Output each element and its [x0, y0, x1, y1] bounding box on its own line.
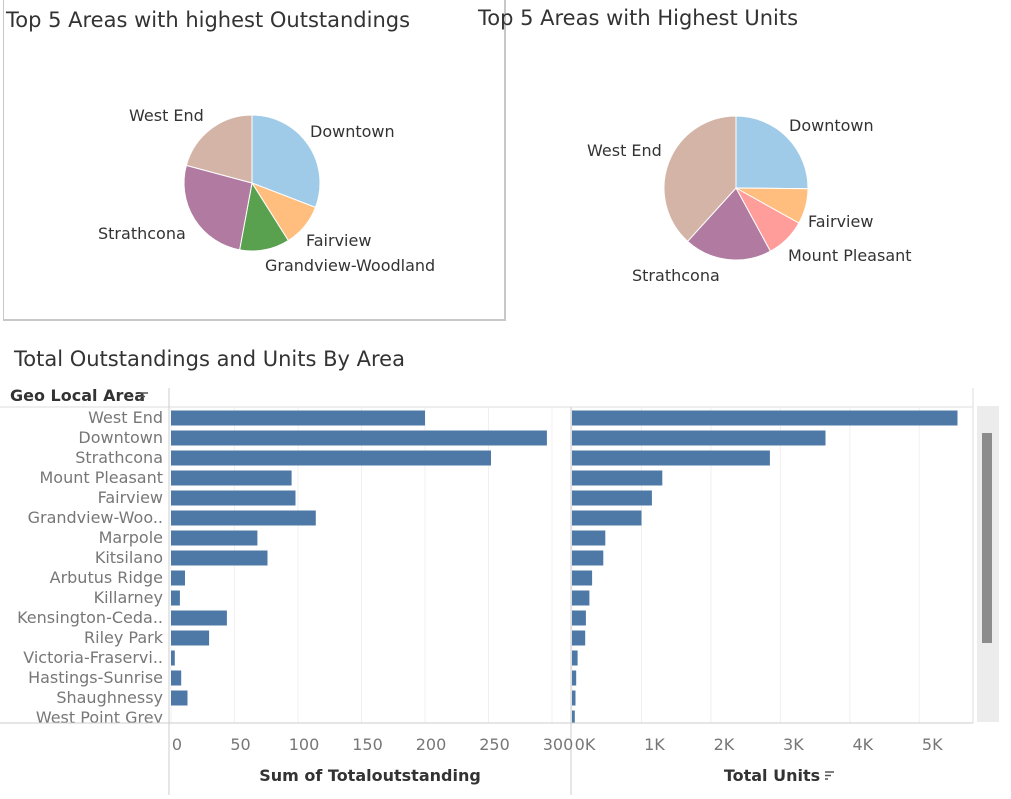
- tick-left-100: 100: [289, 735, 320, 754]
- bar-outstanding-hastings-sunrise[interactable]: [171, 670, 182, 686]
- category-label-kensington-ceda[interactable]: Kensington-Ceda..: [17, 608, 163, 627]
- category-label-shaughnessy[interactable]: Shaughnessy: [56, 688, 163, 707]
- category-label-marpole[interactable]: Marpole: [99, 528, 163, 547]
- pie-label-strathcona: Strathcona: [98, 224, 186, 243]
- bar-outstanding-arbutus-ridge[interactable]: [171, 570, 185, 586]
- pie-slice-strathcona[interactable]: [686, 187, 772, 261]
- bar-outstanding-victoria-fraservi[interactable]: [171, 650, 175, 666]
- pie-label-west-end: West End: [129, 106, 204, 125]
- pie-chart-outstandings[interactable]: Downtown Fairview Grandview-Woodland Strath…: [0, 0, 505, 320]
- bar-units-arbutus-ridge[interactable]: [572, 570, 593, 586]
- category-label-west-end[interactable]: West End: [88, 408, 163, 427]
- pie-slice-downtown[interactable]: [735, 115, 809, 190]
- bar-outstanding-kitsilano[interactable]: [171, 550, 268, 566]
- bar-outstanding-riley-park[interactable]: [171, 630, 210, 646]
- bar-units-downtown[interactable]: [572, 430, 826, 446]
- tick-right-3k: 3K: [783, 735, 804, 754]
- bar-outstanding-downtown[interactable]: [171, 430, 547, 446]
- pie-label-grandview-woodland: Grandview-Woodland: [265, 256, 435, 275]
- category-label-downtown[interactable]: Downtown: [78, 428, 163, 447]
- bar-units-kensington-ceda[interactable]: [572, 610, 586, 626]
- bar-outstanding-marpole[interactable]: [171, 530, 258, 546]
- category-label-mount-pleasant[interactable]: Mount Pleasant: [39, 468, 163, 487]
- bar-outstanding-strathcona[interactable]: [171, 450, 491, 466]
- bar-outstanding-west-end[interactable]: [171, 410, 425, 426]
- x-axis-title-units: Total Units: [724, 766, 820, 785]
- sort-icon[interactable]: [139, 392, 148, 401]
- pie-chart-units[interactable]: Downtown Fairview Mount Pleasant Strathcona…: [505, 0, 1011, 320]
- pie-label-downtown: Downtown: [310, 122, 395, 141]
- tick-left-300: 300: [543, 735, 574, 754]
- tick-left-250: 250: [479, 735, 510, 754]
- bar-units-killarney[interactable]: [572, 590, 590, 606]
- bar-units-shaughnessy[interactable]: [572, 690, 576, 706]
- bar-units-strathcona[interactable]: [572, 450, 770, 466]
- pie-units-title: Top 5 Areas with Highest Units: [478, 6, 799, 30]
- pie-outstandings-title: Top 5 Areas with highest Outstandings: [6, 8, 411, 32]
- category-label-grandview-woo[interactable]: Grandview-Woo..: [28, 508, 163, 527]
- pie-label-downtown: Downtown: [789, 116, 874, 135]
- scrollbar-thumb[interactable]: [982, 433, 992, 643]
- pie-slice-west-end[interactable]: [663, 115, 737, 243]
- pie-label-fairview: Fairview: [808, 212, 873, 231]
- bar-units-riley-park[interactable]: [572, 630, 586, 646]
- tick-right-0k: 0K: [575, 735, 596, 754]
- bar-outstanding-killarney[interactable]: [171, 590, 180, 606]
- tick-right-5k: 5K: [922, 735, 943, 754]
- bar-units-west-point-grey[interactable]: [572, 710, 575, 726]
- pie-slice-downtown[interactable]: [251, 114, 321, 209]
- category-label-victoria-fraservi[interactable]: Victoria-Fraservi..: [23, 648, 163, 667]
- bar-units-marpole[interactable]: [572, 530, 606, 546]
- tick-right-2k: 2K: [714, 735, 735, 754]
- pie-label-strathcona: Strathcona: [632, 266, 720, 285]
- bar-units-hastings-sunrise[interactable]: [572, 670, 577, 686]
- tick-left-50: 50: [230, 735, 250, 754]
- bar-units-mount-pleasant[interactable]: [572, 470, 663, 486]
- tick-left-150: 150: [352, 735, 383, 754]
- vertical-scrollbar[interactable]: [977, 406, 999, 722]
- bar-outstanding-grandview-woo[interactable]: [171, 510, 316, 526]
- category-label-killarney[interactable]: Killarney: [94, 588, 163, 607]
- category-label-arbutus-ridge[interactable]: Arbutus Ridge: [50, 568, 163, 587]
- tick-left-200: 200: [416, 735, 447, 754]
- bar-units-grandview-woo[interactable]: [572, 510, 642, 526]
- category-label-kitsilano[interactable]: Kitsilano: [95, 548, 163, 567]
- pie-label-fairview: Fairview: [306, 231, 371, 250]
- bar-outstanding-kensington-ceda[interactable]: [171, 610, 227, 626]
- axis-background: [0, 723, 973, 799]
- bar-outstanding-mount-pleasant[interactable]: [171, 470, 292, 486]
- bars-title: Total Outstandings and Units By Area: [14, 347, 405, 371]
- bar-units-victoria-fraservi[interactable]: [572, 650, 578, 666]
- bar-units-fairview[interactable]: [572, 490, 652, 506]
- bar-outstanding-fairview[interactable]: [171, 490, 296, 506]
- pie-slice-strathcona[interactable]: [183, 164, 253, 251]
- row-header-geo-local-area: Geo Local Area: [10, 386, 145, 405]
- category-label-hastings-sunrise[interactable]: Hastings-Sunrise: [28, 668, 163, 687]
- category-label-west-point-grey[interactable]: West Point Grey: [36, 708, 163, 727]
- pie-slice-west-end[interactable]: [185, 114, 253, 184]
- tick-right-4k: 4K: [852, 735, 873, 754]
- category-label-fairview[interactable]: Fairview: [98, 488, 163, 507]
- bar-units-west-end[interactable]: [572, 410, 958, 426]
- sort-icon-units[interactable]: [825, 771, 834, 780]
- category-label-riley-park[interactable]: Riley Park: [84, 628, 164, 647]
- bar-chart-by-area[interactable]: Geo Local Area West EndDowntownStrathcona…: [0, 380, 1011, 799]
- category-label-strathcona[interactable]: Strathcona: [75, 448, 163, 467]
- bar-units-kitsilano[interactable]: [572, 550, 604, 566]
- bar-outstanding-shaughnessy[interactable]: [171, 690, 188, 706]
- pie-outstandings-panel: [3, 0, 506, 321]
- pie-label-west-end: West End: [587, 141, 662, 160]
- x-axis-title-outstanding: Sum of Totaloutstanding: [259, 766, 481, 785]
- tick-right-1k: 1K: [644, 735, 665, 754]
- pie-label-mount-pleasant: Mount Pleasant: [788, 246, 912, 265]
- tick-left-0: 0: [172, 735, 182, 754]
